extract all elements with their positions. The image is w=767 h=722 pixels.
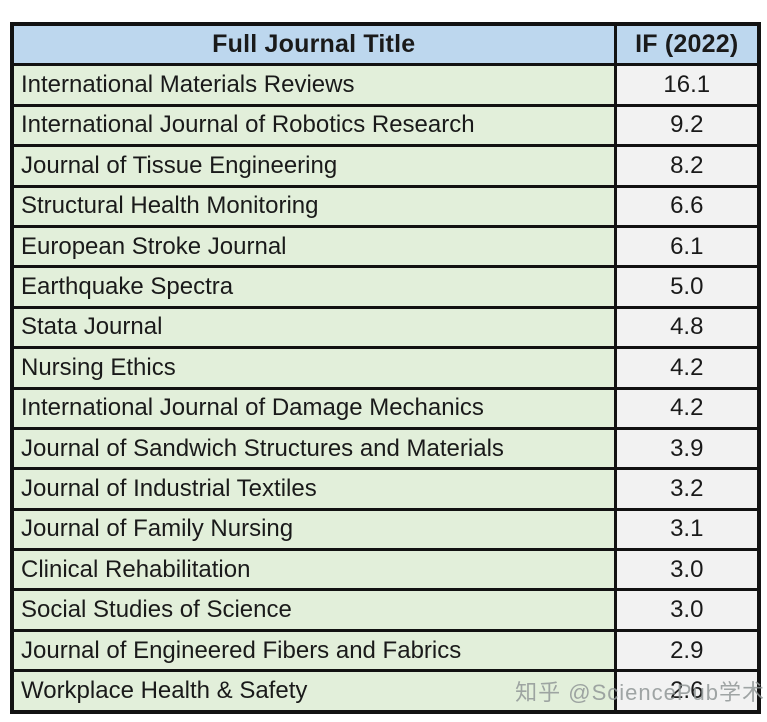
- journal-title-cell: Structural Health Monitoring: [10, 184, 617, 228]
- if-value-cell: 3.0: [613, 588, 761, 632]
- if-value-cell: 6.1: [613, 224, 761, 269]
- journal-title-cell: Journal of Engineered Fibers and Fabrics: [10, 628, 617, 673]
- if-value-cell: 2.6: [613, 669, 761, 714]
- journal-title-cell: Journal of Sandwich Structures and Mater…: [10, 426, 617, 471]
- column-header-full-journal-title: Full Journal Title: [10, 22, 617, 67]
- if-value-cell: 3.2: [613, 467, 761, 511]
- column-header-if-2022: IF (2022): [613, 22, 761, 67]
- if-value-cell: 3.0: [613, 548, 761, 592]
- if-value-cell: 4.2: [613, 346, 761, 390]
- journal-title-cell: Journal of Tissue Engineering: [10, 144, 617, 188]
- journal-title-cell: Earthquake Spectra: [10, 265, 617, 309]
- table-row: European Stroke Journal 6.1: [10, 224, 761, 269]
- journal-title-cell: Journal of Industrial Textiles: [10, 467, 617, 511]
- table-row: Structural Health Monitoring 6.6: [10, 184, 761, 228]
- table-row: Nursing Ethics 4.2: [10, 346, 761, 390]
- table-row: Journal of Family Nursing 3.1: [10, 507, 761, 552]
- table-row: International Materials Reviews 16.1: [10, 63, 761, 107]
- if-value-cell: 9.2: [613, 103, 761, 148]
- journal-title-cell: European Stroke Journal: [10, 224, 617, 269]
- journal-title-cell: Clinical Rehabilitation: [10, 548, 617, 592]
- journal-title-cell: Journal of Family Nursing: [10, 507, 617, 552]
- header-row: Full Journal Title IF (2022): [10, 22, 761, 67]
- table-row: Workplace Health & Safety 2.6: [10, 669, 761, 714]
- if-value-cell: 8.2: [613, 144, 761, 188]
- if-value-cell: 4.2: [613, 386, 761, 430]
- if-value-cell: 2.9: [613, 628, 761, 673]
- if-value-cell: 3.9: [613, 426, 761, 471]
- journal-if-table: Full Journal Title IF (2022) Internation…: [10, 22, 761, 714]
- journal-title-cell: International Journal of Damage Mechanic…: [10, 386, 617, 430]
- if-value-cell: 16.1: [613, 63, 761, 107]
- table-row: International Journal of Damage Mechanic…: [10, 386, 761, 430]
- table-row: Stata Journal 4.8: [10, 305, 761, 350]
- journal-title-cell: Workplace Health & Safety: [10, 669, 617, 714]
- table-row: Journal of Tissue Engineering 8.2: [10, 144, 761, 188]
- table-row: Journal of Sandwich Structures and Mater…: [10, 426, 761, 471]
- journal-title-cell: International Journal of Robotics Resear…: [10, 103, 617, 148]
- if-value-cell: 5.0: [613, 265, 761, 309]
- if-value-cell: 3.1: [613, 507, 761, 552]
- journal-title-cell: Nursing Ethics: [10, 346, 617, 390]
- table-row: Journal of Industrial Textiles 3.2: [10, 467, 761, 511]
- if-value-cell: 6.6: [613, 184, 761, 228]
- journal-title-cell: International Materials Reviews: [10, 63, 617, 107]
- table-row: Social Studies of Science 3.0: [10, 588, 761, 632]
- table-row: Earthquake Spectra 5.0: [10, 265, 761, 309]
- if-value-cell: 4.8: [613, 305, 761, 350]
- journal-title-cell: Stata Journal: [10, 305, 617, 350]
- table-row: Journal of Engineered Fibers and Fabrics…: [10, 628, 761, 673]
- table-row: International Journal of Robotics Resear…: [10, 103, 761, 148]
- table-row: Clinical Rehabilitation 3.0: [10, 548, 761, 592]
- journal-title-cell: Social Studies of Science: [10, 588, 617, 632]
